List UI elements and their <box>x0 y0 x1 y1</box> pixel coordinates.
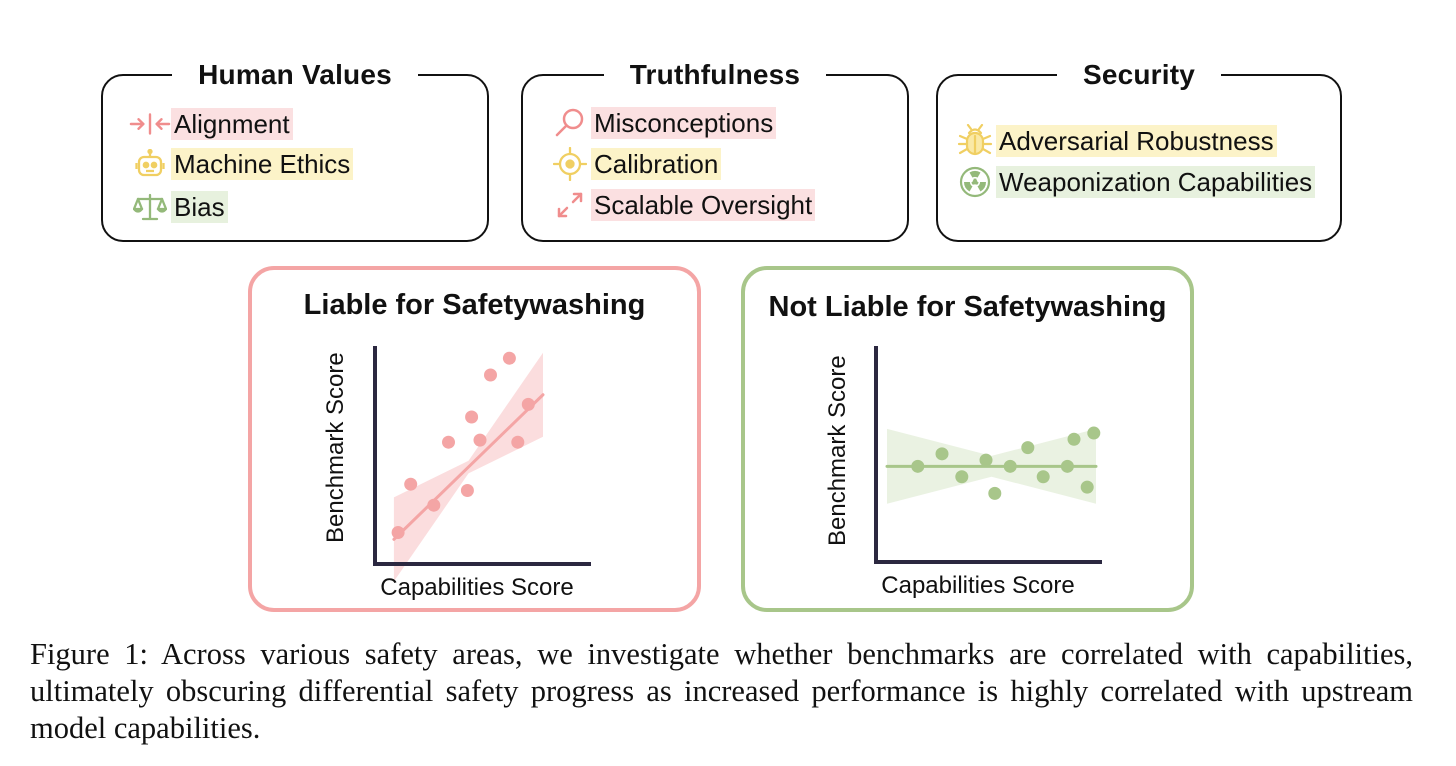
liable-ylabel: Benchmark Score <box>322 352 349 543</box>
human-values-box: Human Values Alignment Machine Ethics Bi… <box>101 59 489 242</box>
alignment-label: Alignment <box>171 108 293 140</box>
truthfulness-title: Truthfulness <box>603 59 827 90</box>
misconceptions-label: Misconceptions <box>591 107 777 139</box>
item-scalable-oversight: Scalable Oversight <box>549 188 816 222</box>
not-liable-data-point-9 <box>1060 459 1074 473</box>
not-liable-data-point-10 <box>1067 432 1081 446</box>
liable-panel: Liable for Safetywashing Benchmark Score… <box>248 266 701 612</box>
item-adversarial-robustness: Adversarial Robustness <box>954 124 1277 158</box>
truthfulness-box: Truthfulness Misconceptions Calibration … <box>521 59 909 242</box>
not-liable-data-point-3 <box>955 470 969 484</box>
item-weaponization-capabilities: Weaponization Capabilities <box>954 165 1316 199</box>
not-liable-data-point-7 <box>1021 441 1035 455</box>
liable-data-point-11 <box>521 397 535 411</box>
item-calibration: Calibration <box>549 147 722 181</box>
not-liable-xlabel: Capabilities Score <box>881 572 1075 599</box>
adversarial-robustness-label: Adversarial Robustness <box>996 125 1277 157</box>
crosshair-icon <box>549 147 591 181</box>
liable-data-point-8 <box>484 368 497 382</box>
liable-scatter-plot <box>373 346 591 582</box>
liable-data-point-7 <box>473 433 487 447</box>
liable-data-point-6 <box>465 410 479 424</box>
not-liable-data-point-4 <box>979 453 993 467</box>
scalable-oversight-label: Scalable Oversight <box>591 189 816 221</box>
liable-data-point-4 <box>442 435 455 449</box>
bias-label: Bias <box>171 191 228 223</box>
not-liable-data-point-1 <box>911 459 925 473</box>
liable-data-point-5 <box>460 484 474 497</box>
balance-scale-icon <box>129 190 171 224</box>
magnifier-icon <box>549 106 591 140</box>
calibration-label: Calibration <box>591 148 722 180</box>
security-box: Security Adversarial Robustness Weaponiz… <box>936 59 1342 242</box>
liable-data-point-10 <box>511 435 525 449</box>
machine-ethics-label: Machine Ethics <box>171 148 354 180</box>
liable-title: Liable for Safetywashing <box>303 289 646 321</box>
liable-trend-line <box>392 393 545 541</box>
liable-xlabel: Capabilities Score <box>380 574 574 601</box>
not-liable-data-point-5 <box>988 486 1002 500</box>
not-liable-data-point-6 <box>1003 459 1017 473</box>
item-alignment: Alignment <box>129 107 293 141</box>
human-values-title: Human Values <box>172 59 418 90</box>
not-liable-title: Not Liable for Safetywashing <box>768 291 1167 323</box>
figure-caption: Figure 1: Across various safety areas, w… <box>30 637 1413 745</box>
liable-data-point-3 <box>427 498 441 512</box>
not-liable-data-point-11 <box>1080 480 1094 494</box>
security-title: Security <box>1056 59 1222 90</box>
not-liable-panel: Not Liable for Safetywashing Benchmark S… <box>741 266 1194 612</box>
liable-data-point-2 <box>404 477 418 491</box>
not-liable-data-point-8 <box>1036 470 1050 484</box>
alignment-arrows-icon <box>129 107 171 141</box>
not-liable-data-point-2 <box>935 447 949 461</box>
item-bias: Bias <box>129 190 228 224</box>
not-liable-scatter-plot <box>874 346 1102 564</box>
item-misconceptions: Misconceptions <box>549 106 777 140</box>
expand-arrows-icon <box>549 188 591 222</box>
not-liable-data-point-12 <box>1087 426 1101 440</box>
liable-data-point-9 <box>502 351 516 365</box>
not-liable-ylabel: Benchmark Score <box>824 355 851 546</box>
radiation-icon <box>954 165 996 199</box>
bug-icon <box>954 124 996 158</box>
robot-icon <box>129 147 171 181</box>
weaponization-capabilities-label: Weaponization Capabilities <box>996 166 1316 198</box>
item-machine-ethics: Machine Ethics <box>129 147 354 181</box>
liable-data-point-1 <box>391 526 405 539</box>
